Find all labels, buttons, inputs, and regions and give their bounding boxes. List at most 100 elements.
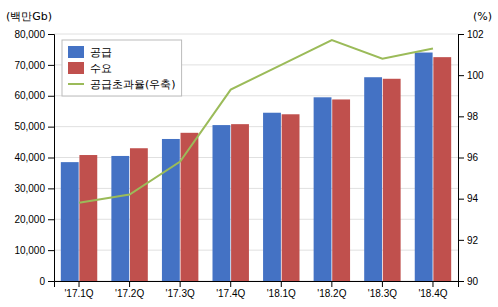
y-axis: 0 10,000 20,000 30,000 40,000 50,000 60,000 70,… bbox=[14, 29, 54, 287]
tick: '17.3Q bbox=[166, 281, 195, 299]
tick: 50,000 bbox=[14, 121, 54, 132]
tick-mark bbox=[458, 240, 464, 241]
tick-label: 60,000 bbox=[14, 90, 45, 101]
tick-mark bbox=[458, 75, 464, 76]
tick: '18.3Q bbox=[368, 281, 397, 299]
bar bbox=[332, 99, 350, 281]
bar bbox=[231, 124, 249, 281]
tick-mark bbox=[432, 281, 433, 287]
tick: 40,000 bbox=[14, 152, 54, 163]
axis-line bbox=[459, 35, 465, 282]
tick-mark bbox=[281, 281, 282, 287]
tick-label: 0 bbox=[39, 276, 45, 287]
tick: '17.4Q bbox=[216, 281, 245, 299]
tick-mark bbox=[230, 281, 231, 287]
legend-item: 공급 bbox=[68, 46, 112, 59]
tick: 60,000 bbox=[14, 90, 54, 101]
tick-label: 70,000 bbox=[14, 60, 45, 71]
tick-label: 30,000 bbox=[14, 183, 45, 194]
tick-label: 90 bbox=[467, 276, 479, 287]
tick: 92 bbox=[458, 235, 479, 246]
tick: '18.4Q bbox=[418, 281, 447, 299]
bar bbox=[364, 77, 382, 281]
tick-label: '18.4Q bbox=[418, 288, 447, 299]
bar bbox=[181, 133, 199, 281]
tick: 102 bbox=[458, 29, 484, 40]
legend-box bbox=[62, 40, 182, 96]
tick-label: 20,000 bbox=[14, 214, 45, 225]
tick-label: 100 bbox=[467, 70, 484, 81]
legend-swatch bbox=[68, 62, 84, 74]
tick-label: '18.2Q bbox=[317, 288, 346, 299]
tick-label: 96 bbox=[467, 152, 479, 163]
tick-mark bbox=[458, 34, 464, 35]
tick-label: '18.3Q bbox=[368, 288, 397, 299]
tick-mark bbox=[48, 250, 54, 251]
y2-axis: 90 92 94 96 98 100 102 bbox=[458, 29, 484, 287]
tick-label: 80,000 bbox=[14, 29, 45, 40]
bar bbox=[314, 97, 332, 281]
bar bbox=[162, 139, 180, 281]
tick: '17.1Q bbox=[64, 281, 93, 299]
bar bbox=[383, 79, 401, 281]
bar-series bbox=[79, 57, 451, 281]
y-axis-label: (백만Gb) bbox=[6, 10, 52, 23]
tick-label: '17.1Q bbox=[64, 288, 93, 299]
bar bbox=[79, 155, 97, 281]
tick-mark bbox=[48, 219, 54, 220]
tick: '17.2Q bbox=[115, 281, 144, 299]
tick: 94 bbox=[458, 193, 479, 204]
legend: 공급수요공급초과율(우축) bbox=[62, 40, 182, 96]
axis-line bbox=[55, 282, 459, 288]
tick-label: '18.1Q bbox=[267, 288, 296, 299]
grid bbox=[54, 34, 458, 281]
tick-label: 98 bbox=[467, 111, 479, 122]
axis-line bbox=[48, 35, 55, 282]
tick: 70,000 bbox=[14, 60, 54, 71]
tick-label: 94 bbox=[467, 193, 479, 204]
legend-label: 공급 bbox=[90, 46, 112, 59]
tick: 100 bbox=[458, 70, 484, 81]
tick-mark bbox=[48, 34, 54, 35]
tick: '18.2Q bbox=[317, 281, 346, 299]
legend-label: 수요 bbox=[90, 62, 112, 75]
legend-swatch bbox=[68, 83, 84, 85]
bar-series bbox=[61, 53, 433, 281]
tick: 30,000 bbox=[14, 183, 54, 194]
tick: '18.1Q bbox=[267, 281, 296, 299]
bar bbox=[213, 125, 231, 281]
tick-mark bbox=[48, 65, 54, 66]
tick-label: '17.2Q bbox=[115, 288, 144, 299]
tick-label: 92 bbox=[467, 235, 479, 246]
bar bbox=[282, 114, 300, 281]
tick-mark bbox=[458, 158, 464, 159]
tick-mark bbox=[48, 96, 54, 97]
bar bbox=[263, 113, 281, 281]
tick-mark bbox=[48, 188, 54, 189]
tick: 96 bbox=[458, 152, 479, 163]
tick: 0 bbox=[39, 276, 54, 287]
tick-mark bbox=[331, 281, 332, 287]
tick-mark bbox=[458, 116, 464, 117]
bar bbox=[130, 148, 148, 281]
tick: 90 bbox=[458, 276, 479, 287]
legend-item: 공급초과율(우축) bbox=[68, 78, 176, 91]
legend-item: 수요 bbox=[68, 62, 112, 75]
plot: 0 10,000 20,000 30,000 40,000 50,000 60,000 70,… bbox=[6, 10, 492, 299]
bar bbox=[433, 57, 451, 281]
tick-label: 10,000 bbox=[14, 245, 45, 256]
grid-line bbox=[54, 34, 458, 35]
tick-mark bbox=[129, 281, 130, 287]
chart: 0 10,000 20,000 30,000 40,000 50,000 60,000 70,… bbox=[0, 0, 498, 307]
legend-label: 공급초과율(우축) bbox=[90, 78, 176, 91]
legend-swatch bbox=[68, 46, 84, 58]
y2-axis-label: (%) bbox=[473, 10, 492, 23]
tick-mark bbox=[79, 281, 80, 287]
tick-mark bbox=[48, 127, 54, 128]
tick-mark bbox=[382, 281, 383, 287]
bar bbox=[111, 156, 129, 281]
tick-label: '17.4Q bbox=[216, 288, 245, 299]
tick: 98 bbox=[458, 111, 479, 122]
x-axis: '17.1Q '17.2Q '17.3Q '17.4Q '18.1Q '18.2Q '18.… bbox=[55, 281, 459, 299]
tick-label: 50,000 bbox=[14, 121, 45, 132]
